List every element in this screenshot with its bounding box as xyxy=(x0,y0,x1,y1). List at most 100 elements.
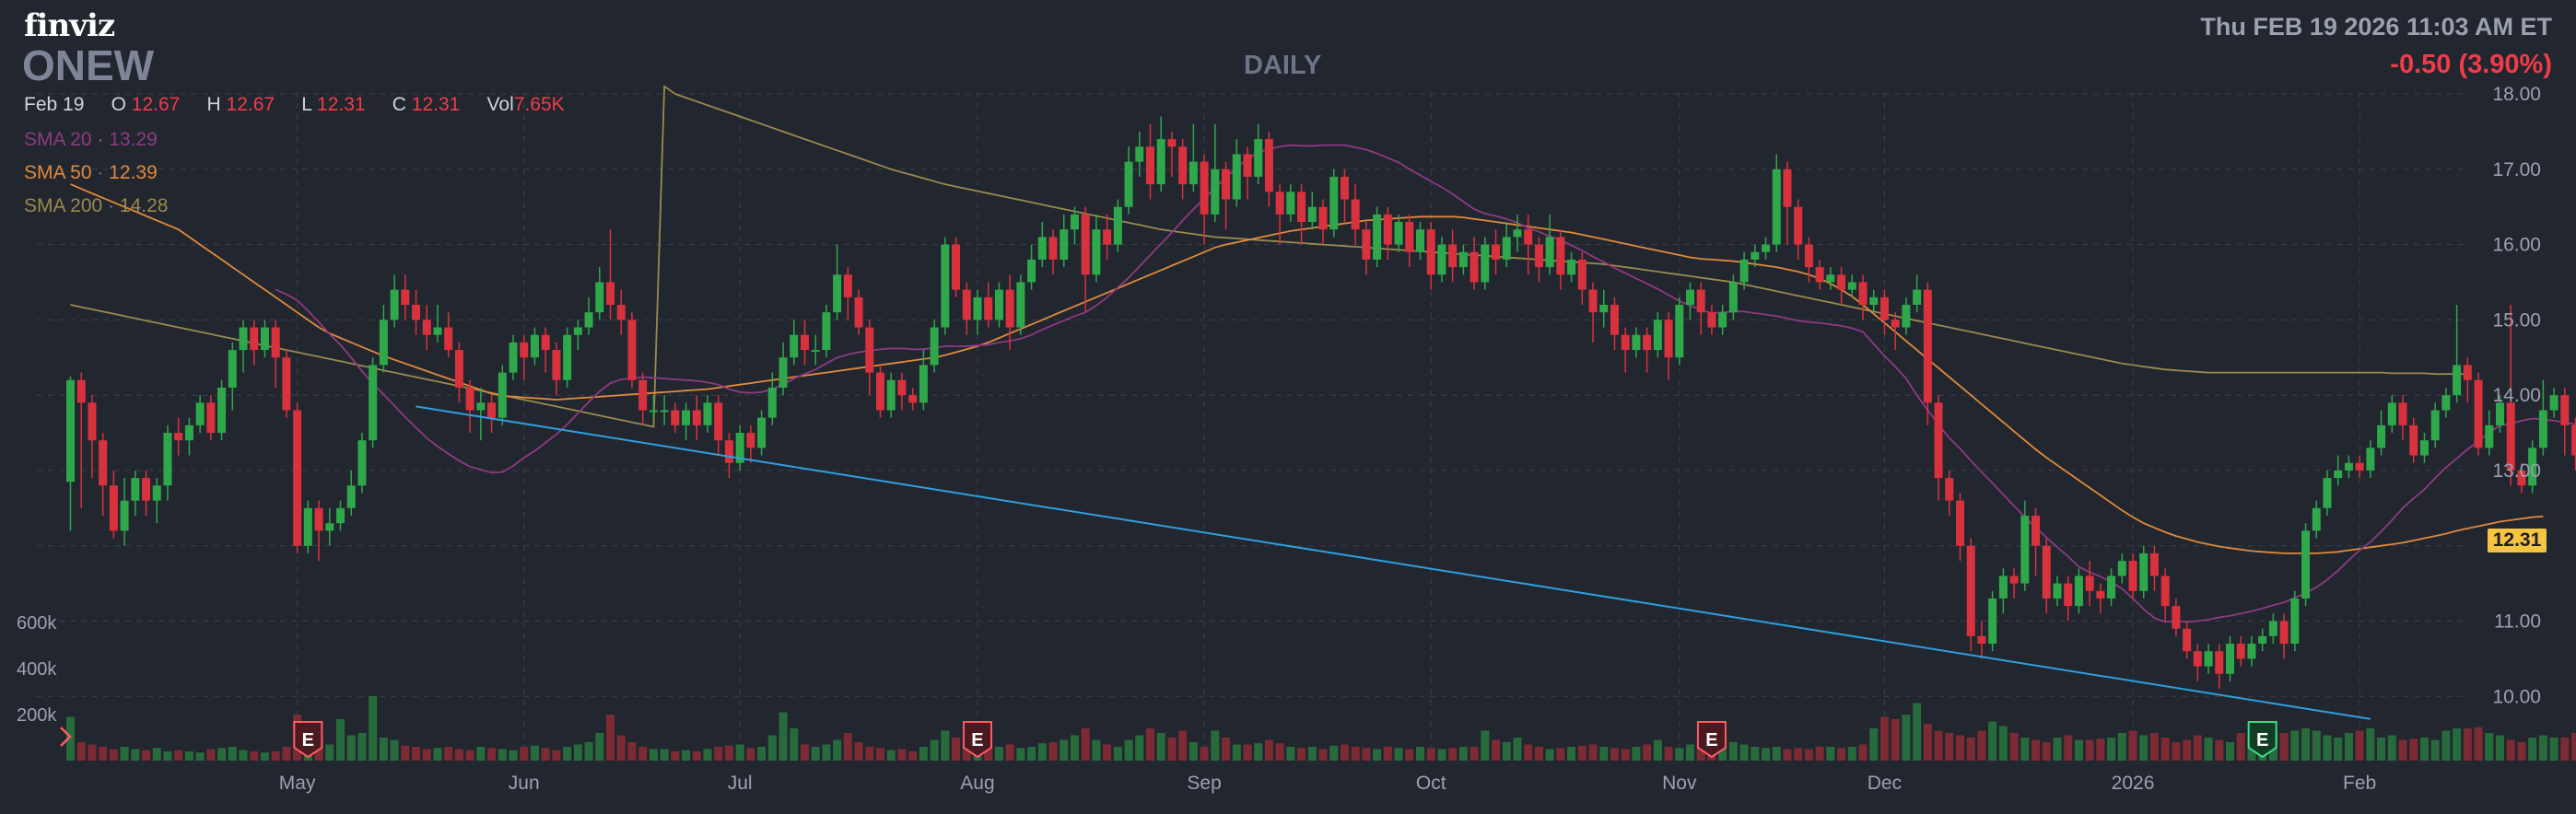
finviz-logo[interactable]: finviz xyxy=(24,7,115,44)
volume-bar xyxy=(2053,738,2062,761)
price-axis: 18.0017.0016.0015.0014.0013.0012.0011.00… xyxy=(2492,84,2541,707)
candle-body xyxy=(573,327,582,335)
volume-bar xyxy=(1545,749,1554,761)
candle-body xyxy=(1513,229,1522,238)
sma50-line xyxy=(70,183,2544,554)
volume-bar xyxy=(2528,738,2537,761)
candle-body xyxy=(1481,244,1490,283)
candle-body xyxy=(369,365,378,441)
candle-body xyxy=(1188,161,1198,185)
sma200-legend[interactable]: SMA 200 · 14.28 xyxy=(24,195,169,216)
volume-bar xyxy=(724,745,733,761)
volume-bar xyxy=(2064,735,2073,761)
candle-body xyxy=(1264,139,1273,192)
volume-bar xyxy=(2204,738,2213,761)
candle-body xyxy=(1610,305,1619,335)
volume-bar xyxy=(2032,739,2041,761)
candle-body xyxy=(476,402,486,411)
candle-body xyxy=(1815,267,1824,283)
candle-body xyxy=(952,244,961,290)
volume-bar xyxy=(649,749,658,761)
volume-bar xyxy=(2549,738,2558,761)
datetime-label: Thu FEB 19 2026 11:03 AM ET xyxy=(2200,13,2552,41)
candle-body xyxy=(627,320,637,380)
candle-body xyxy=(811,350,820,353)
volume-bar xyxy=(1448,748,1458,761)
volume-bar xyxy=(1005,744,1014,761)
candle-body xyxy=(1048,237,1058,260)
candle-body xyxy=(1243,154,1252,177)
candle-body xyxy=(1998,576,2008,599)
volume-bar xyxy=(854,742,863,761)
candle-body xyxy=(649,410,658,413)
volume-bar xyxy=(735,744,744,761)
volume-bar xyxy=(1998,726,2008,761)
trendline[interactable] xyxy=(416,405,2371,720)
volume-bar xyxy=(1945,733,1954,761)
candle-body xyxy=(1124,161,1133,207)
volume-bar xyxy=(811,747,820,761)
volume-bar xyxy=(897,749,907,761)
candle-body xyxy=(1448,244,1458,268)
earnings-marker xyxy=(962,721,992,759)
candle-body xyxy=(2268,621,2277,636)
volume-axis: 600k 400k 200k xyxy=(17,613,57,726)
candle-body xyxy=(767,387,777,418)
sma20-path xyxy=(275,144,2576,623)
candle-body xyxy=(1556,237,1565,275)
candle-body xyxy=(76,379,86,403)
candle-body xyxy=(584,312,593,328)
volume-bar xyxy=(2290,730,2300,761)
volume-bar xyxy=(1847,747,1856,761)
candle-body xyxy=(1772,169,1781,245)
candle-body xyxy=(1458,251,1468,268)
candle-body xyxy=(1675,305,1684,358)
candle-body xyxy=(1351,199,1360,230)
volume-bar xyxy=(606,715,615,761)
volume-bar xyxy=(1416,747,1424,761)
candle-body xyxy=(1211,169,1220,215)
candle-body xyxy=(930,327,939,366)
candle-body xyxy=(1178,146,1188,185)
candle-body xyxy=(1794,206,1803,245)
candle-body xyxy=(790,334,799,358)
sma50-legend[interactable]: SMA 50 · 12.39 xyxy=(24,162,158,183)
candle-body xyxy=(2506,402,2515,471)
sma20-legend[interactable]: SMA 20 · 13.29 xyxy=(24,129,158,150)
volume-bar xyxy=(638,747,648,761)
candle-body xyxy=(1945,478,1954,501)
sma200-value: 14.28 xyxy=(119,195,169,216)
volume-bar xyxy=(941,730,950,761)
volume-bar xyxy=(1060,739,1069,761)
candle-body xyxy=(941,244,950,328)
scroll-left-icon xyxy=(60,727,72,747)
x-tick-label: 2026 xyxy=(2112,773,2155,794)
volume-bar xyxy=(1739,744,1749,761)
volume-bar xyxy=(886,750,896,761)
volume-bar xyxy=(88,744,97,761)
volume-bar xyxy=(2560,738,2570,761)
candle-body xyxy=(184,424,193,441)
candle-body xyxy=(1966,545,1975,636)
volume-bar xyxy=(1728,742,1738,761)
candle-body xyxy=(2441,395,2451,411)
volume-bar xyxy=(2042,742,2051,761)
sma20-label: SMA 20 xyxy=(24,129,92,150)
candle-body xyxy=(1934,402,1943,479)
candle-body xyxy=(1902,305,1911,328)
volume-bar xyxy=(563,747,572,761)
sma200-label: SMA 200 xyxy=(24,195,103,216)
candle-body xyxy=(109,485,118,531)
y-tick-label: 16.00 xyxy=(2492,235,2541,256)
candle-body xyxy=(444,327,453,351)
candle-body xyxy=(228,350,237,388)
volume-bar xyxy=(2538,735,2547,761)
earnings-letter: E xyxy=(302,730,314,750)
volume-bar xyxy=(1643,744,1652,761)
volume-bar xyxy=(1135,735,1144,761)
chart-grid xyxy=(37,92,2469,761)
volume-bar xyxy=(282,747,291,761)
candle-body xyxy=(1718,312,1727,328)
